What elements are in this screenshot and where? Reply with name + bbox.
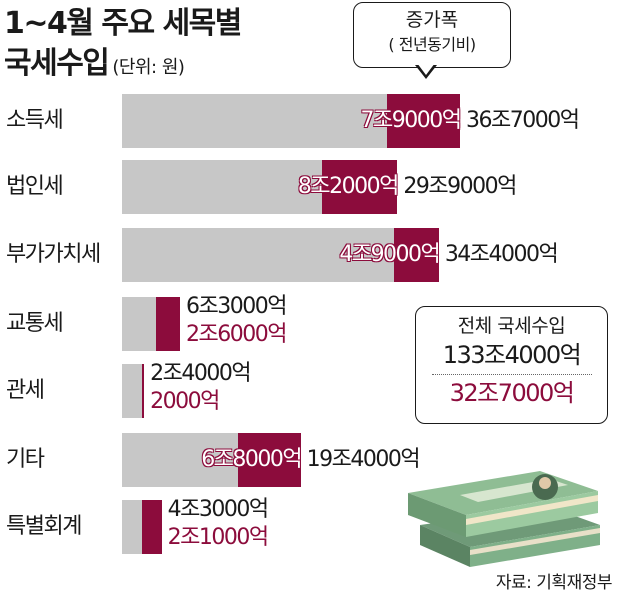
total-value-label: 4조3000억 [167, 497, 269, 522]
legend-sublabel: ( 전년동기비) [388, 35, 476, 54]
increase-legend-callout: 증가폭 ( 전년동기비) [353, 2, 511, 68]
increase-bar [156, 297, 180, 351]
increase-bar [387, 94, 460, 148]
increase-value-label: 6조8000억 [201, 447, 302, 472]
banknote-stack-icon [408, 471, 600, 567]
category-label: 기타 [6, 447, 45, 472]
total-bar [122, 228, 394, 282]
increase-bar [238, 433, 301, 487]
total-bar [122, 94, 388, 148]
increase-value-label: 8조2000억 [297, 174, 399, 199]
total-bar [122, 160, 322, 214]
chart-title-line1: 1~4월 주요 세목별 [4, 6, 242, 41]
total-value-label: 19조4000억 [306, 447, 421, 472]
total-revenue-value: 133조4000억 [442, 341, 582, 369]
increase-bar [321, 160, 398, 214]
category-label: 부가가치세 [6, 242, 101, 267]
total-bar [122, 433, 239, 487]
dotted-divider [431, 374, 592, 375]
chart-title-line2: 국세수입 [4, 46, 110, 81]
increase-bar [393, 228, 439, 282]
total-value-label: 34조4000억 [444, 242, 559, 267]
total-bar [122, 364, 143, 418]
category-label: 소득세 [6, 108, 64, 133]
unit-note: (단위: 원) [112, 57, 185, 78]
total-value-label: 29조9000억 [403, 174, 517, 199]
front-stack [408, 471, 598, 537]
increase-value-label: 4조9000억 [339, 242, 440, 267]
category-label: 관세 [6, 378, 45, 403]
chart-title: 1~4월 주요 세목별 국세수입 (단위: 원) [4, 4, 242, 88]
increase-value-label: 2조6000억 [186, 322, 287, 347]
category-label: 법인세 [6, 174, 64, 199]
legend-label: 증가폭 [405, 9, 459, 31]
total-value-label: 2조4000억 [150, 361, 251, 386]
total-bar [122, 297, 157, 351]
category-label: 교통세 [6, 311, 64, 336]
increase-value-label: 2조1000억 [167, 525, 269, 550]
total-revenue-label: 전체 국세수입 [457, 315, 566, 337]
total-value-label: 6조3000억 [186, 294, 287, 319]
total-value-label: 36조7000억 [466, 108, 580, 133]
increase-value-label: 7조9000억 [360, 108, 462, 133]
total-revenue-box: 전체 국세수입 133조4000억 32조7000억 [415, 306, 608, 424]
increase-value-label: 2000억 [150, 389, 220, 414]
callout-pointer [415, 63, 437, 79]
source-note: 자료: 기획재정부 [495, 573, 613, 593]
total-revenue-increase: 32조7000억 [449, 379, 575, 407]
category-label: 특별회계 [6, 514, 82, 539]
increase-bar [142, 500, 162, 554]
increase-bar [142, 364, 145, 418]
total-bar [122, 500, 143, 554]
